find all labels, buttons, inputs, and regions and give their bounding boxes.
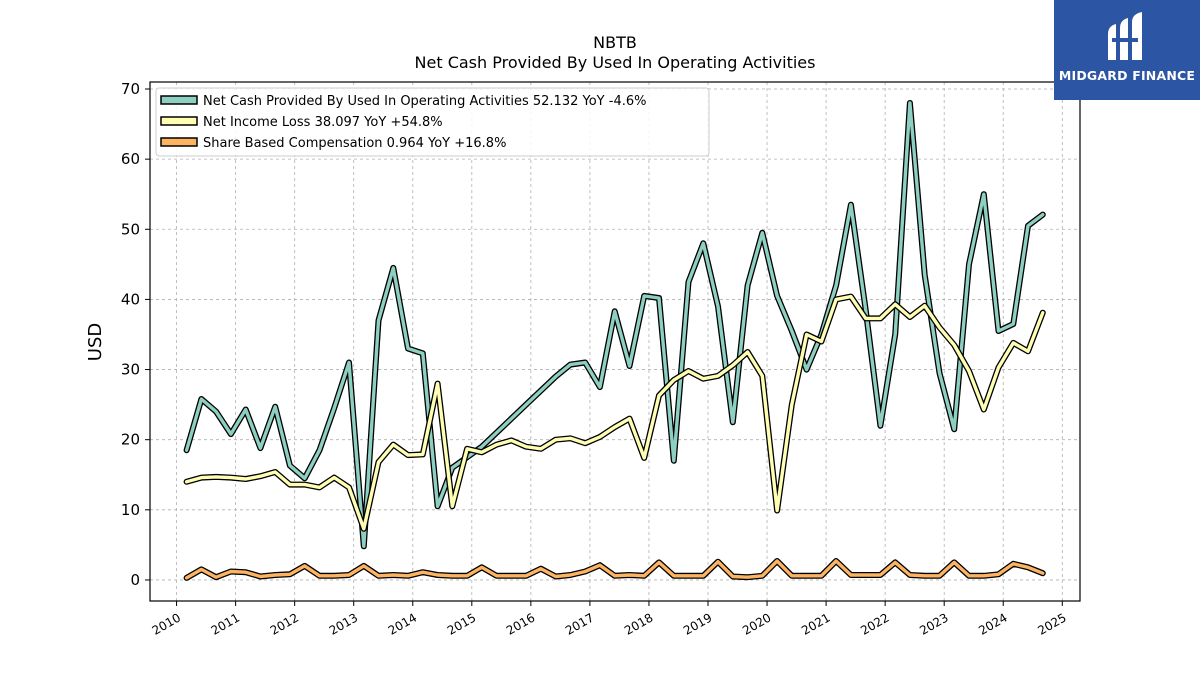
x-tick-label: 2023 xyxy=(917,610,950,637)
y-tick-label: 0 xyxy=(130,571,140,589)
ticks: 2010 2011 2012 2013 2014 2015 2016 2017 2018 2019… xyxy=(121,80,1069,638)
y-axis-label: USD xyxy=(85,323,106,361)
brand-name: MIDGARD FINANCE xyxy=(1058,68,1196,83)
x-tick-label: 2022 xyxy=(858,610,891,637)
x-tick-label: 2012 xyxy=(268,610,301,637)
brand-logo: MIDGARD FINANCE xyxy=(1054,0,1200,100)
grid xyxy=(150,82,1080,601)
x-tick-label: 2011 xyxy=(209,610,242,637)
y-tick-label: 70 xyxy=(121,80,140,98)
x-tick-label: 2019 xyxy=(681,610,714,637)
legend-swatch-1 xyxy=(160,116,198,126)
x-tick-label: 2020 xyxy=(740,610,773,637)
legend-swatch-2 xyxy=(160,137,198,147)
legend: Net Cash Provided By Used In Operating A… xyxy=(155,87,710,157)
chart-title: NBTB xyxy=(593,33,637,52)
series-layer xyxy=(183,100,1046,581)
x-tick-label: 2016 xyxy=(504,610,537,637)
plot-frame xyxy=(149,81,1081,602)
series-outline-1 xyxy=(183,293,1046,532)
series-line-1 xyxy=(184,294,1045,531)
chart-subtitle: Net Cash Provided By Used In Operating A… xyxy=(415,53,816,72)
midgard-logo-icon xyxy=(1108,12,1142,60)
legend-entry-2: Share Based Compensation 0.964 YoY +16.8… xyxy=(203,136,506,151)
legend-box xyxy=(155,87,710,157)
y-tick-label: 20 xyxy=(121,431,140,449)
y-tick-label: 30 xyxy=(121,361,140,379)
y-tick-label: 40 xyxy=(121,290,140,308)
x-tick-label: 2025 xyxy=(1035,610,1068,637)
x-tick-label: 2015 xyxy=(445,610,478,637)
x-tick-label: 2018 xyxy=(622,610,655,637)
y-tick-label: 50 xyxy=(121,220,140,238)
series-line-2 xyxy=(184,559,1045,580)
series-line-0 xyxy=(184,101,1045,548)
x-tick-label: 2024 xyxy=(976,610,1009,637)
x-tick-label: 2010 xyxy=(150,610,183,637)
legend-entry-0: Net Cash Provided By Used In Operating A… xyxy=(203,94,646,109)
legend-entry-1: Net Income Loss 38.097 YoY +54.8% xyxy=(203,115,443,130)
x-tick-label: 2017 xyxy=(563,610,596,637)
legend-swatch-0 xyxy=(160,95,198,105)
x-tick-label: 2021 xyxy=(799,610,832,637)
x-tick-label: 2013 xyxy=(327,610,360,637)
y-tick-label: 10 xyxy=(121,501,140,519)
x-tick-label: 2014 xyxy=(386,610,419,637)
y-tick-label: 60 xyxy=(121,150,140,168)
